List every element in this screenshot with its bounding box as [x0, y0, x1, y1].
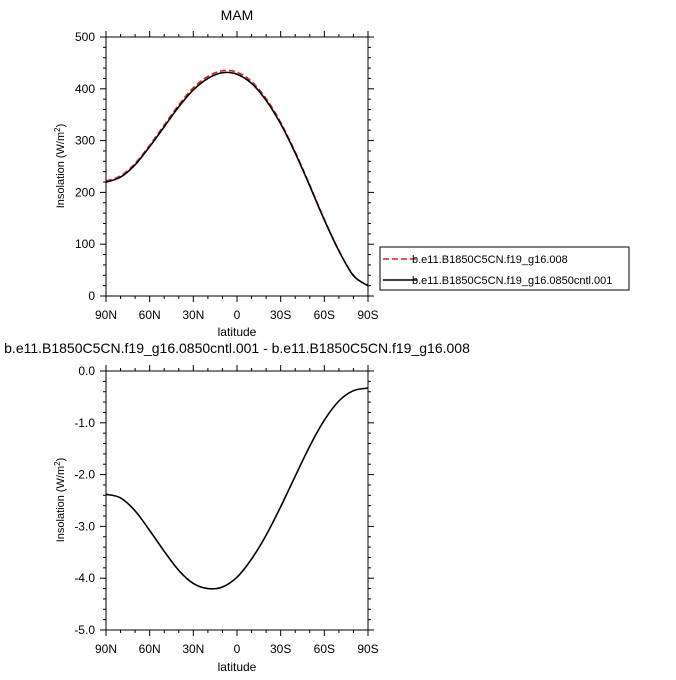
legend-label-series-2: b.e11.B1850C5CN.f19_g16.0850cntl.001 [412, 275, 612, 287]
top-plot-area: 90N 60N 30N 0 30S 60S 90S 0 100 200 300 400 500 [75, 30, 379, 322]
top-x-tick-label: 0 [234, 308, 241, 322]
legend-label-series-1: b.e11.B1850C5CN.f19_g16.008 [412, 254, 568, 266]
bottom-plot-area: 90N 60N 30N 0 30S 60S 90S 0.0 -1.0 -2.0 -3.0 -4.0 -5… [74, 364, 378, 656]
bottom-x-axis-label: latitude [218, 660, 257, 674]
top-y-tick-label: 0 [88, 289, 95, 303]
bottom-plot-frame [105, 370, 369, 631]
bottom-chart-title: b.e11.B1850C5CN.f19_g16.0850cntl.001 - b… [4, 340, 470, 356]
bottom-x-tick-label: 0 [234, 642, 241, 656]
top-series-1-line [105, 69, 369, 287]
bottom-x-tick-label: 60N [139, 642, 161, 656]
top-y-axis-label: Insolation (W/m2) [53, 124, 67, 209]
bottom-series-1-line [105, 387, 369, 590]
bottom-y-axis-label: Insolation (W/m2) [53, 458, 67, 543]
bottom-y-tick-label: -4.0 [74, 571, 95, 585]
top-x-tick-label: 60S [314, 308, 335, 322]
bottom-x-tick-label: 30N [182, 642, 204, 656]
bottom-y-tick-label: -2.0 [74, 468, 95, 482]
top-y-tick-label: 300 [75, 134, 95, 148]
top-x-axis-label: latitude [218, 325, 257, 339]
top-x-tick-label: 90N [95, 308, 117, 322]
top-y-tick-label: 400 [75, 82, 95, 96]
top-y-tick-label: 500 [75, 30, 95, 44]
bottom-x-tick-label: 90S [357, 642, 378, 656]
top-y-tick-label: 100 [75, 237, 95, 251]
top-chart-title: MAM [221, 7, 254, 23]
bottom-y-tick-label: -1.0 [74, 416, 95, 430]
top-panel: MAM latitude Insolation (W/m2) 90N 60N 30N… [53, 7, 379, 339]
bottom-y-tick-label: -3.0 [74, 519, 95, 533]
top-x-tick-label: 30N [182, 308, 204, 322]
top-y-tick-label: 200 [75, 185, 95, 199]
bottom-x-tick-label: 30S [270, 642, 291, 656]
top-x-tick-label: 30S [270, 308, 291, 322]
legend: b.e11.B1850C5CN.f19_g16.008 b.e11.B1850C… [379, 246, 630, 291]
top-plot-frame [105, 36, 369, 297]
top-x-tick-label: 90S [357, 308, 378, 322]
bottom-x-tick-label: 90N [95, 642, 117, 656]
bottom-x-tick-label: 60S [314, 642, 335, 656]
bottom-y-tick-label: -5.0 [74, 623, 95, 637]
top-series-2-line [105, 71, 369, 287]
bottom-y-tick-label: 0.0 [78, 364, 95, 378]
bottom-panel: b.e11.B1850C5CN.f19_g16.0850cntl.001 - b… [4, 340, 470, 674]
top-x-tick-label: 60N [139, 308, 161, 322]
legend-box [379, 246, 630, 291]
